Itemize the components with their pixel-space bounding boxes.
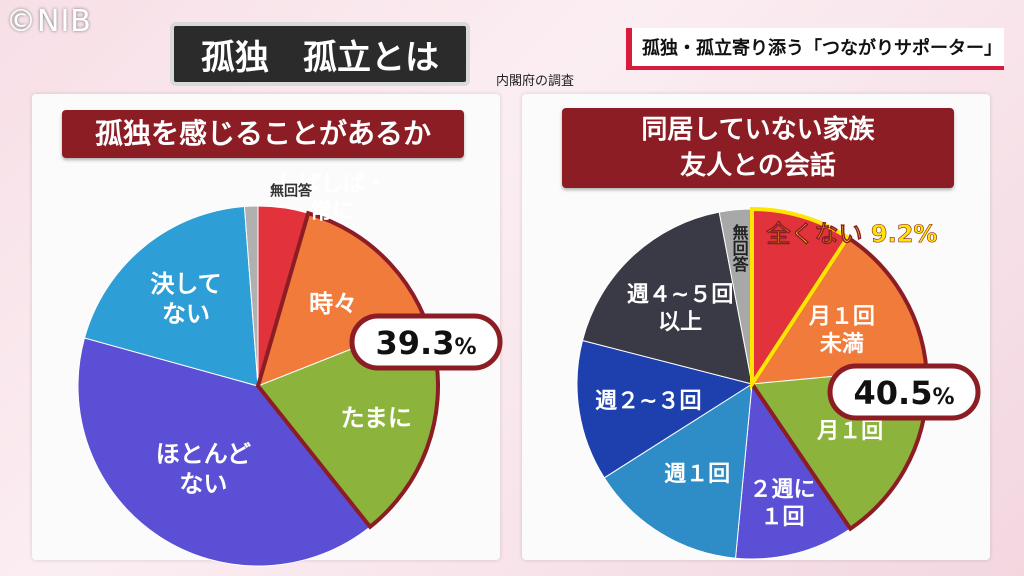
pie-label-0-0: しばしば・常に xyxy=(277,172,387,225)
pie-label-0-4: 決してない xyxy=(150,270,221,328)
pie-label-0-1: 時々 xyxy=(309,290,357,318)
pie-label-1-3: ２週に１回 xyxy=(749,478,815,531)
pie-label-0-5: 無回答 xyxy=(270,182,313,199)
chart-panel-right: 同居していない家族 友人との会話 月１回未満月１回 ２週に１回 週１回 週２~３回 週４~… xyxy=(522,94,990,560)
pie-slice-1-4 xyxy=(603,383,753,559)
pie-slice-1-5 xyxy=(576,339,754,479)
pie-slice-1-3 xyxy=(734,382,852,560)
chart-title-right-line-1: 友人との会話 xyxy=(680,151,836,181)
pie-slice-0-3 xyxy=(77,337,371,567)
pie-slice-0-4 xyxy=(83,205,259,387)
chart-title-right-line-0: 同居していない家族 xyxy=(641,115,875,145)
annotation-none: 全くない 9.2% xyxy=(766,220,938,248)
pie-label-1-5: 週２~３回 xyxy=(595,389,701,414)
watermark: ©NIB xyxy=(6,4,92,39)
pie-slice-0-5 xyxy=(243,205,259,387)
callout-box-0 xyxy=(349,313,503,371)
pie-label-1-1: 月１回未満 xyxy=(808,305,875,358)
callout-box-1 xyxy=(827,363,981,421)
page-title: 孤独 孤立とは xyxy=(170,22,470,86)
pie-slice-1-6 xyxy=(581,211,753,385)
chart-panel-left: 孤独を感じることがあるか しばしば・常に 時々 たまに ほとんどない 決してない 無回答 3… xyxy=(32,94,503,567)
pie-label-0-2: たまに xyxy=(341,404,412,432)
chart-title-right: 同居していない家族 友人との会話 xyxy=(562,108,954,188)
pie-label-1-6: 週４~５回以上 xyxy=(627,282,733,335)
pie-label-0-3: ほとんどない xyxy=(156,440,251,498)
news-headline: 孤独・孤立寄り添う「つながりサポーター」 xyxy=(626,28,1004,70)
pie-label-1-4: 週１回 xyxy=(664,462,730,487)
pie-label-1-7: 無回答 xyxy=(730,223,749,273)
pie-label-1-2: 月１回 xyxy=(816,419,883,444)
highlight-outline-1 xyxy=(750,206,851,391)
source-label: 内閣府の調査 xyxy=(496,74,575,89)
chart-title-left: 孤独を感じることがあるか xyxy=(62,110,464,158)
